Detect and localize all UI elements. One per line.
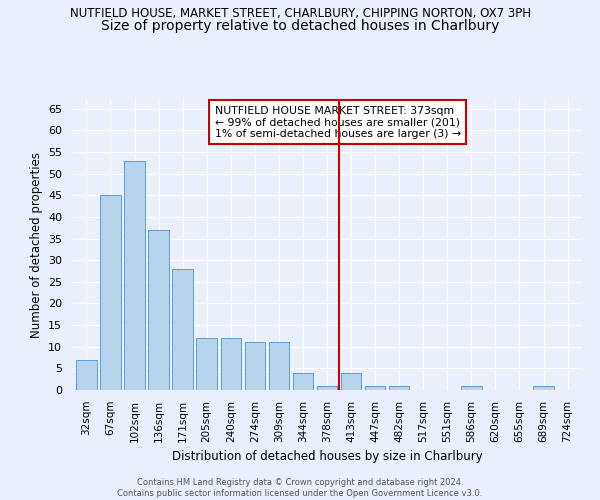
Bar xyxy=(293,372,313,390)
Bar xyxy=(365,386,385,390)
Bar xyxy=(100,195,121,390)
Bar xyxy=(172,269,193,390)
Bar xyxy=(317,386,337,390)
Bar xyxy=(269,342,289,390)
Text: NUTFIELD HOUSE MARKET STREET: 373sqm
← 99% of detached houses are smaller (201)
: NUTFIELD HOUSE MARKET STREET: 373sqm ← 9… xyxy=(215,106,461,139)
Y-axis label: Number of detached properties: Number of detached properties xyxy=(29,152,43,338)
Bar xyxy=(461,386,482,390)
Bar xyxy=(76,360,97,390)
Bar xyxy=(148,230,169,390)
Text: Contains HM Land Registry data © Crown copyright and database right 2024.
Contai: Contains HM Land Registry data © Crown c… xyxy=(118,478,482,498)
Text: NUTFIELD HOUSE, MARKET STREET, CHARLBURY, CHIPPING NORTON, OX7 3PH: NUTFIELD HOUSE, MARKET STREET, CHARLBURY… xyxy=(70,8,530,20)
Bar xyxy=(341,372,361,390)
Bar xyxy=(221,338,241,390)
X-axis label: Distribution of detached houses by size in Charlbury: Distribution of detached houses by size … xyxy=(172,450,482,463)
Bar xyxy=(245,342,265,390)
Bar xyxy=(389,386,409,390)
Bar xyxy=(533,386,554,390)
Text: Size of property relative to detached houses in Charlbury: Size of property relative to detached ho… xyxy=(101,19,499,33)
Bar xyxy=(196,338,217,390)
Bar xyxy=(124,160,145,390)
